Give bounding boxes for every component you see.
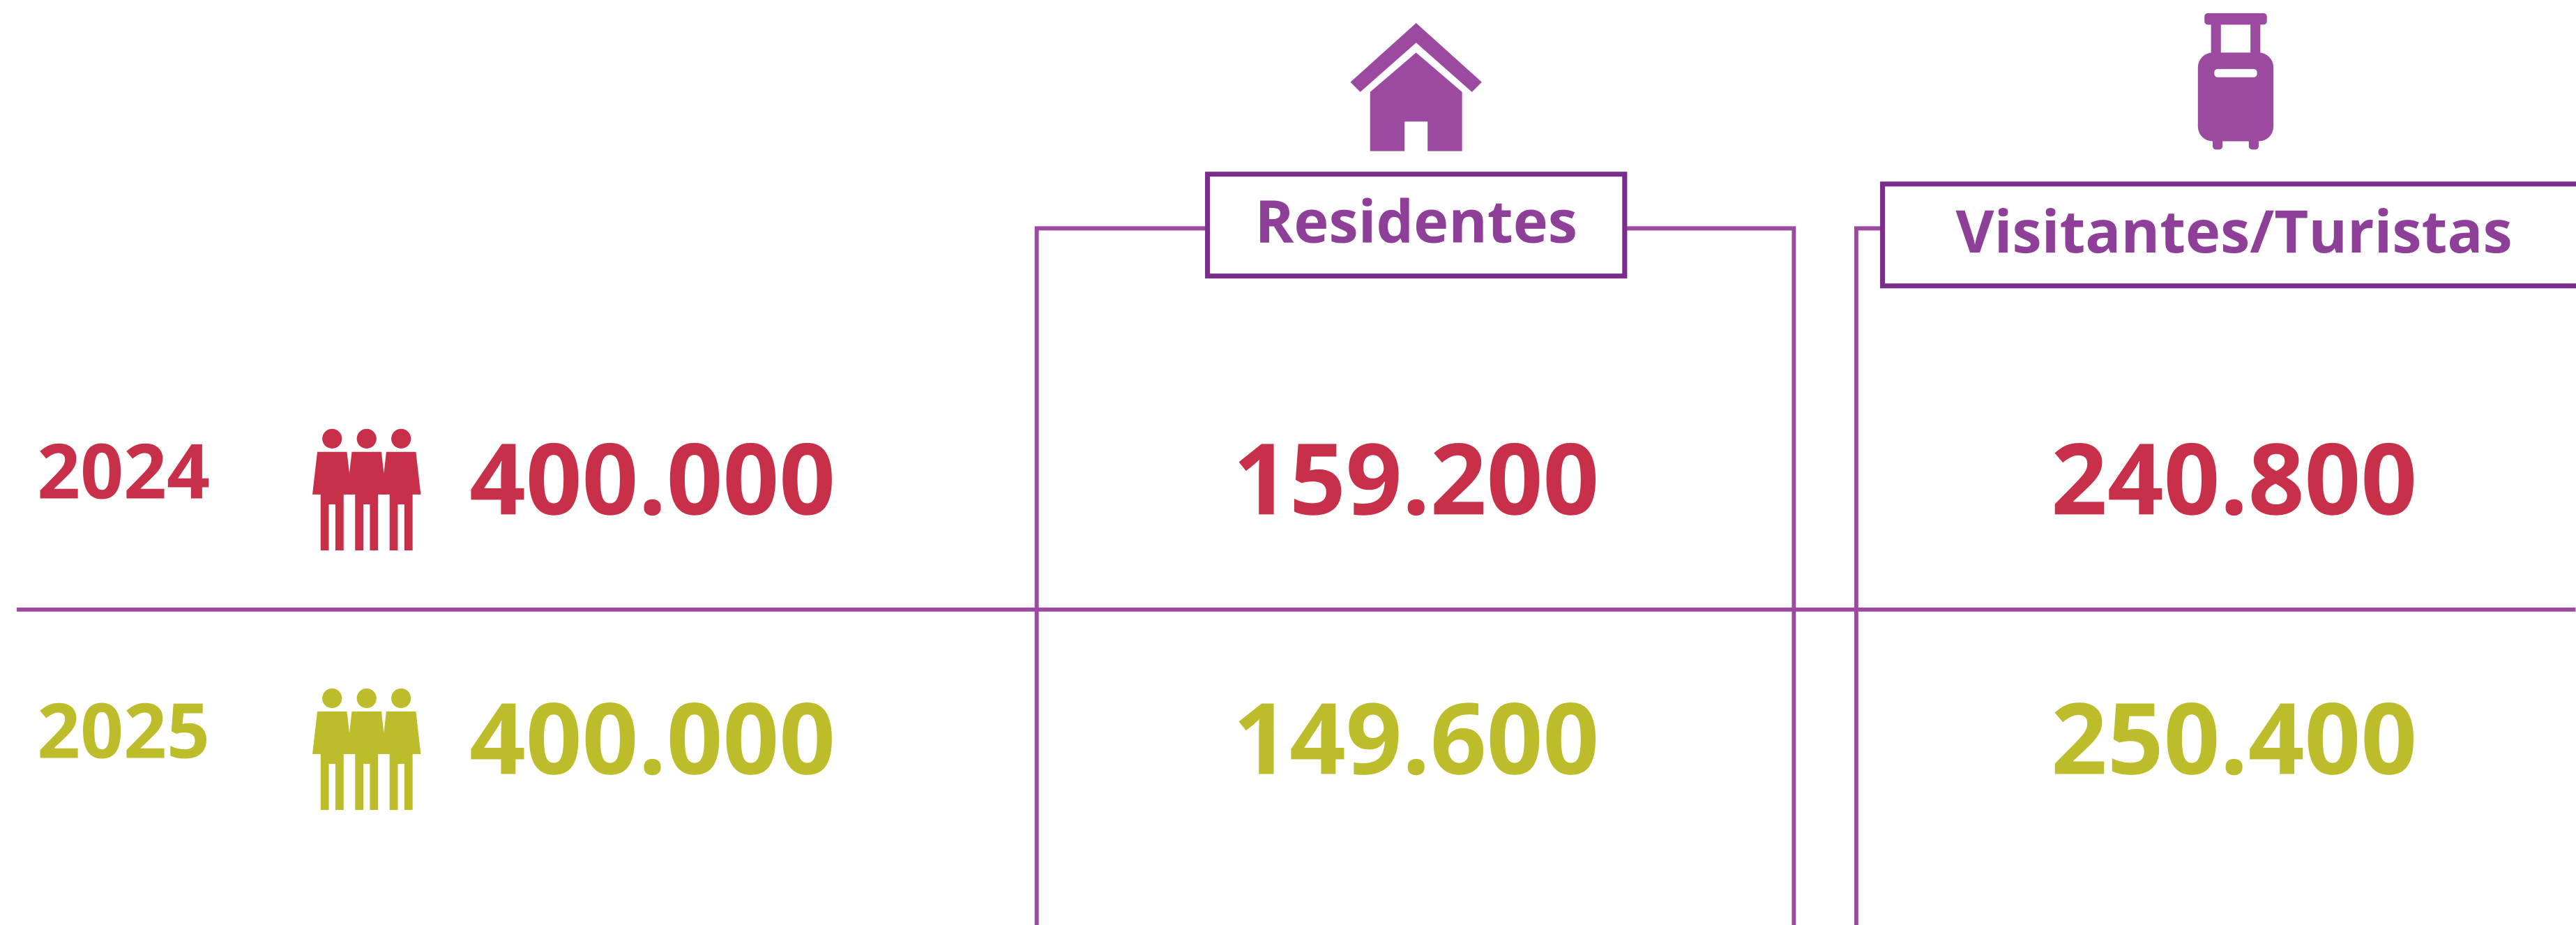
- header-box: [1205, 172, 1628, 279]
- person-head: [356, 688, 377, 709]
- cell-value: 240.800: [2051, 409, 2417, 543]
- total-value: 400.000: [469, 669, 835, 803]
- total-value: 400.000: [469, 409, 835, 543]
- people-icon: [312, 688, 421, 811]
- header-box: [1880, 181, 2576, 289]
- column-frame: [1624, 226, 1796, 925]
- person-body: [347, 451, 386, 551]
- cell-value: 250.400: [2051, 669, 2417, 803]
- cell-value: 159.200: [1233, 409, 1599, 543]
- person-head: [391, 428, 411, 449]
- year-label: 2024: [37, 417, 210, 520]
- suitcase-icon: [2197, 13, 2274, 150]
- column-header: Residentes: [1255, 179, 1577, 260]
- person-body: [381, 711, 421, 811]
- rows: 2024 400.000 159.200 240.800 2025 400.000 149.…: [37, 409, 2417, 811]
- person-head: [356, 428, 377, 449]
- person-body: [312, 711, 352, 811]
- person-body: [381, 451, 421, 551]
- person-head: [322, 688, 342, 709]
- house-icon: [1350, 22, 1482, 151]
- person-head: [322, 428, 342, 449]
- column-frame: [1854, 226, 1883, 925]
- suitcase-handle: [2214, 68, 2257, 77]
- column-frame: [1034, 226, 1208, 925]
- person-body: [347, 711, 386, 811]
- column-header: Visitantes/Turistas: [1956, 189, 2513, 270]
- person-body: [312, 451, 352, 551]
- year-label: 2025: [37, 677, 210, 780]
- person-head: [391, 688, 411, 709]
- cell-value: 149.600: [1233, 669, 1599, 803]
- people-icon: [312, 428, 421, 551]
